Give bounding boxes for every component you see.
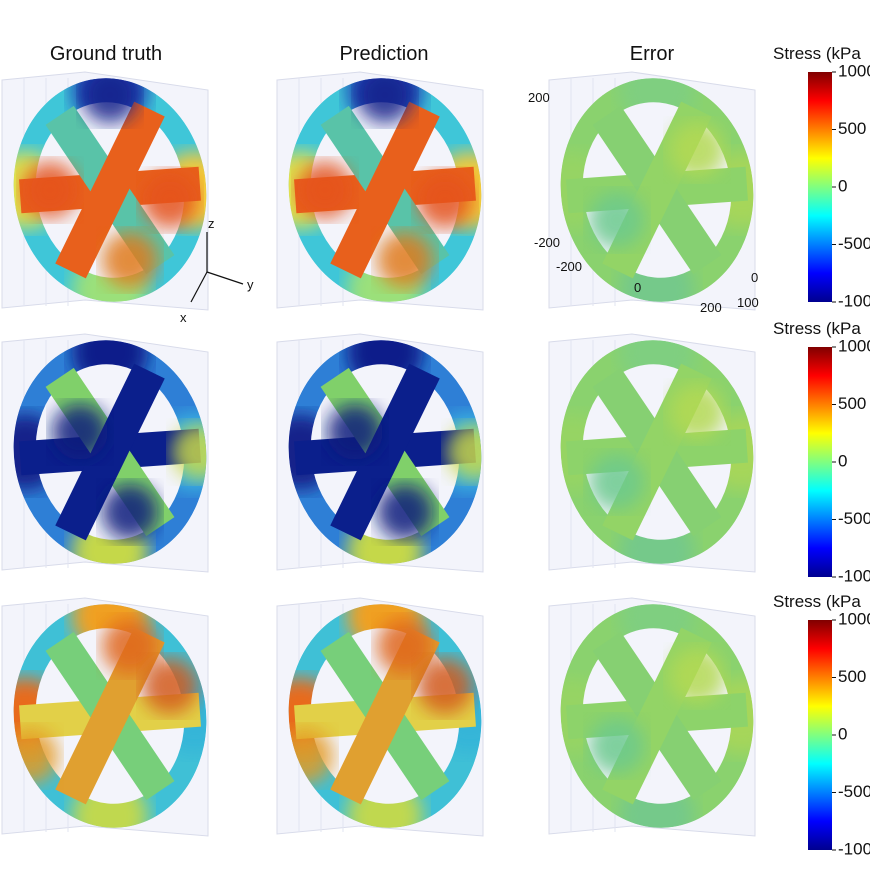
colorbar-tick-label: 0 — [838, 451, 847, 470]
wheel-panel — [546, 65, 768, 315]
triad-axis — [190, 271, 208, 303]
wheel-panel — [274, 327, 496, 577]
stress-blob — [669, 122, 725, 178]
colorbar-tick-label: 500 — [838, 119, 866, 138]
triad-axis — [206, 271, 244, 285]
stress-blob — [102, 484, 158, 540]
stress-blob — [669, 648, 725, 704]
stress-blob — [447, 424, 496, 480]
wheel-panel — [0, 327, 221, 577]
colorbar — [808, 620, 832, 850]
column-title: Error — [630, 43, 675, 65]
wheel-panel — [274, 591, 496, 841]
colorbar-tick-label: 1000 — [838, 61, 870, 80]
stress-blob — [52, 404, 108, 460]
colorbar — [808, 72, 832, 302]
column-title: Prediction — [340, 43, 429, 65]
stress-blob — [327, 404, 383, 460]
axis-tick-label: -200 — [556, 259, 582, 274]
stress-blob — [377, 484, 433, 540]
colorbar-title: Stress (kPa — [773, 592, 861, 611]
axis-tick-label: -200 — [534, 235, 560, 250]
colorbar — [808, 347, 832, 577]
stress-blob — [142, 658, 198, 714]
stress-blob — [377, 232, 433, 288]
wheel-panel — [0, 591, 221, 841]
axis-tick-label: 0 — [634, 280, 641, 295]
stress-blob — [589, 718, 645, 774]
triad-label: x — [180, 310, 187, 325]
stress-blob — [357, 67, 413, 123]
axis-tick-label: 200 — [528, 90, 550, 105]
wheel-panel — [0, 65, 221, 315]
colorbar-title: Stress (kPa — [773, 44, 861, 63]
axis-tick-label: 200 — [700, 300, 722, 315]
spoke — [330, 101, 440, 279]
stress-blob — [142, 172, 198, 228]
stress-blob — [589, 454, 645, 510]
triad-label: y — [247, 277, 254, 292]
spoke — [55, 101, 165, 279]
wheel-panel — [546, 327, 768, 577]
wheel-panel — [274, 65, 496, 315]
spoke — [55, 363, 165, 541]
stress-blob — [377, 618, 433, 674]
column-title: Ground truth — [50, 43, 162, 65]
stress-blob — [22, 162, 78, 218]
colorbar-title: Stress (kPa — [773, 319, 861, 338]
colorbar-tick-label: -500 — [838, 234, 870, 253]
colorbar-tick-label: 0 — [838, 724, 847, 743]
stress-blob — [102, 618, 158, 674]
wheel-panel — [546, 591, 768, 841]
spoke — [330, 363, 440, 541]
colorbar-tick-label: 0 — [838, 176, 847, 195]
colorbar-tick-label: -1000 — [838, 839, 870, 858]
colorbar-tick-label: -500 — [838, 509, 870, 528]
colorbar-tick-label: 500 — [838, 667, 866, 686]
stress-blob — [82, 67, 138, 123]
stress-blob — [417, 172, 473, 228]
wheel — [0, 591, 221, 841]
colorbar-tick-label: 500 — [838, 394, 866, 413]
colorbar-tick-label: -1000 — [838, 291, 870, 310]
stress-blob — [102, 232, 158, 288]
stress-blob — [417, 658, 473, 714]
stress-blob — [669, 384, 725, 440]
triad-label: z — [208, 216, 215, 231]
stress-blob — [297, 162, 353, 218]
colorbar-tick-label: -1000 — [838, 566, 870, 585]
colorbar-tick-label: 1000 — [838, 336, 870, 355]
axis-tick-label: 0 — [751, 270, 758, 285]
axis-tick-label: 100 — [737, 295, 759, 310]
colorbar-tick-label: -500 — [838, 782, 870, 801]
stress-blob — [172, 424, 221, 480]
wheel — [546, 327, 768, 577]
stress-blob — [589, 192, 645, 248]
colorbar-tick-label: 1000 — [838, 609, 870, 628]
